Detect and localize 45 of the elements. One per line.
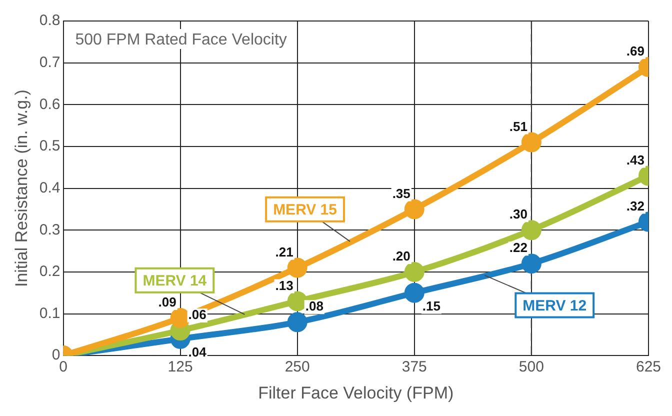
data-label: .20 (392, 248, 410, 264)
point (287, 291, 308, 312)
y-tick-label: 0.5 (39, 138, 60, 155)
data-label: .06 (188, 307, 206, 322)
point (404, 199, 424, 220)
data-label: .30 (509, 206, 528, 222)
point (287, 312, 308, 332)
point (521, 220, 542, 240)
data-label: .32 (626, 198, 644, 214)
series-label: MERV 12 (522, 297, 587, 314)
point (404, 262, 424, 282)
x-axis-title: Filter Face Velocity (FPM) (258, 383, 454, 402)
y-tick-label: 0.2 (39, 263, 60, 280)
data-label: .15 (422, 298, 440, 314)
data-label: .13 (275, 278, 294, 293)
data-label: .08 (305, 298, 324, 314)
x-tick-label: 250 (284, 358, 310, 376)
data-label: .09 (158, 294, 176, 310)
y-tick-label: 0.4 (39, 179, 60, 196)
data-label: .22 (509, 240, 528, 256)
series-label: MERV 15 (273, 202, 337, 219)
x-tick-label: 125 (168, 358, 193, 376)
x-tick-label: 375 (402, 358, 427, 376)
data-label: .04 (188, 344, 208, 360)
y-tick-label: 0.3 (39, 221, 60, 238)
x-tick-label: 500 (518, 358, 544, 376)
point (521, 132, 542, 152)
point (287, 258, 308, 278)
y-tick-label: 0 (52, 346, 60, 364)
y-tick-label: 0.7 (39, 54, 60, 71)
y-tick-label: 0.1 (39, 304, 60, 322)
x-tick-label: 625 (636, 358, 661, 376)
point (404, 282, 424, 303)
data-label: .51 (509, 118, 528, 134)
annotation: 500 FPM Rated Face Velocity (75, 31, 287, 48)
y-tick-label: 0.6 (39, 96, 60, 113)
point (170, 308, 190, 328)
data-label: .69 (626, 44, 644, 59)
data-label: .43 (626, 152, 644, 168)
y-tick-label: 0.8 (39, 12, 60, 30)
point (521, 254, 542, 274)
y-axis-title: Initial Resistance (in. w.g.) (12, 90, 31, 288)
data-label: .35 (392, 186, 410, 201)
data-label: .21 (275, 244, 294, 260)
text: MERV 14 (142, 272, 208, 290)
